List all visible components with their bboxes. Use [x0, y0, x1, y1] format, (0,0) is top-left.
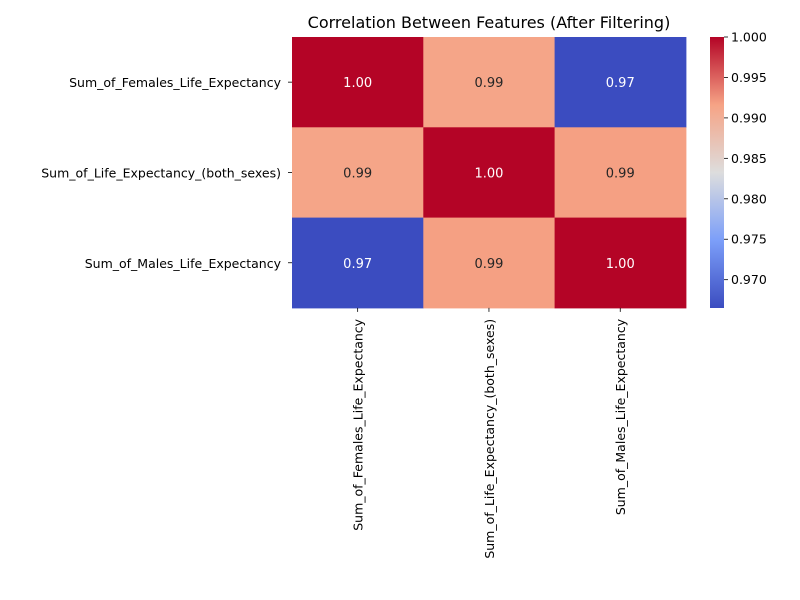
x-tick-label-2: Sum_of_Males_Life_Expectancy: [613, 318, 628, 515]
heatmap-cells: 1.00 0.99 0.97 0.99 1.00 0.99 0.97 0.99 1.00: [292, 37, 687, 309]
heatmap-cell-r1-c1: [423, 127, 556, 219]
colorbar-tick-label-3: 0.985: [731, 151, 767, 166]
heatmap-cell-label-r2-c2: 1.00: [606, 257, 635, 272]
heatmap-cell-label-r2-c1: 0.99: [474, 257, 503, 272]
y-tick-label-0: Sum_of_Females_Life_Expectancy: [69, 75, 281, 90]
colorbar-tick-label-1: 0.975: [731, 232, 767, 247]
chart-title: Correlation Between Features (After Filt…: [308, 13, 671, 32]
heatmap-cell-r0-c1: [423, 37, 556, 128]
heatmap-cell-r0-c0: [292, 37, 424, 128]
heatmap-cell-r0-c2: [554, 37, 687, 128]
heatmap-cell-label-r0-c2: 0.97: [606, 76, 635, 91]
heatmap-cell-r2-c2: [554, 217, 687, 309]
heatmap-cell-r2-c1: [423, 217, 556, 309]
colorbar-tick-label-4: 0.990: [731, 110, 767, 125]
colorbar-tick-label-0: 0.970: [731, 272, 767, 287]
y-tick-label-2: Sum_of_Males_Life_Expectancy: [85, 256, 282, 271]
heatmap-cell-label-r0-c1: 0.99: [474, 76, 503, 91]
heatmap-cell-label-r1-c2: 0.99: [606, 166, 635, 181]
x-tick-label-1: Sum_of_Life_Expectancy_(both_sexes): [482, 319, 497, 559]
x-tick-label-0: Sum_of_Females_Life_Expectancy: [351, 318, 366, 530]
heatmap-cell-label-r2-c0: 0.97: [343, 257, 372, 272]
heatmap-cell-r1-c0: [292, 127, 424, 219]
heatmap-axis-labels: Sum_of_Females_Life_Expectancy Sum_of_Lif…: [41, 75, 628, 559]
heatmap-cell-r2-c0: [292, 217, 424, 309]
heatmap-cell-r1-c2: [554, 127, 687, 219]
heatmap-cell-label-r1-c1: 1.00: [474, 166, 503, 181]
colorbar-tick-label-6: 1.000: [731, 30, 767, 45]
colorbar-tick-label-2: 0.980: [731, 191, 767, 206]
heatmap-cell-label-r0-c0: 1.00: [343, 76, 372, 91]
y-tick-label-1: Sum_of_Life_Expectancy_(both_sexes): [41, 165, 281, 180]
colorbar-gradient: [710, 37, 724, 308]
colorbar-tick-label-5: 0.995: [731, 70, 767, 85]
colorbar: 0.970 0.975 0.980 0.985 0.990 0.995 1.000: [710, 30, 767, 308]
heatmap-cell-label-r1-c0: 0.99: [343, 166, 372, 181]
